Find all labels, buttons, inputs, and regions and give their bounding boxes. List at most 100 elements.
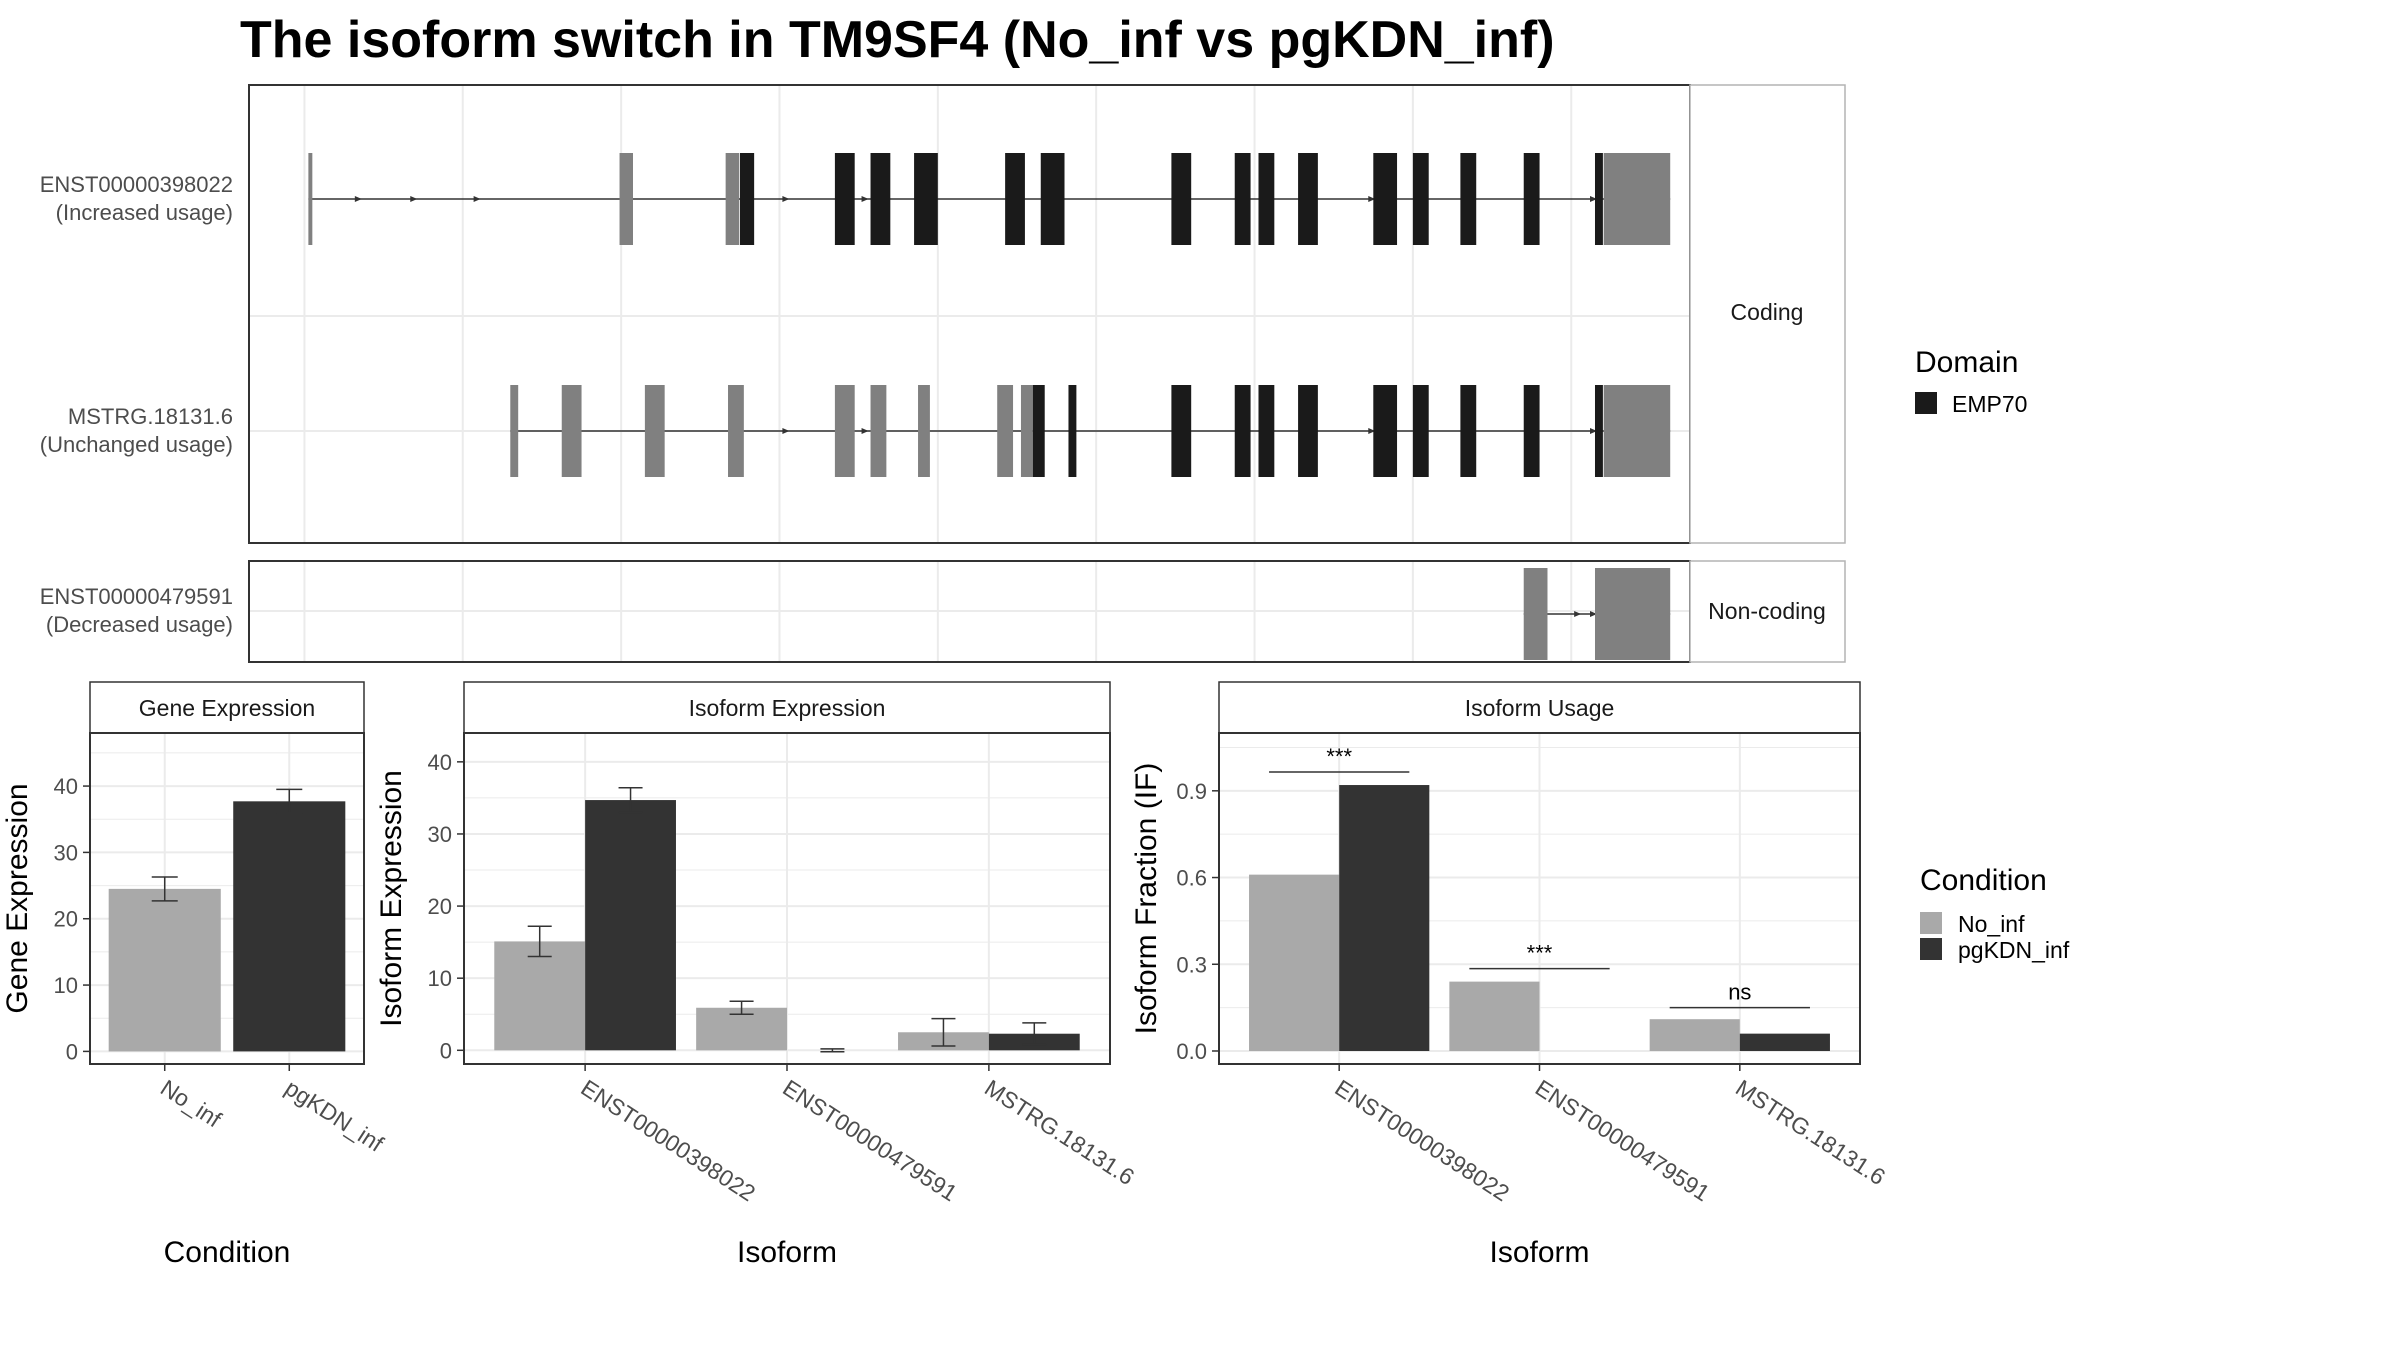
utr-exon bbox=[725, 153, 740, 245]
utr-exon bbox=[644, 385, 665, 477]
significance-label: *** bbox=[1326, 744, 1352, 769]
domain-exon bbox=[1373, 153, 1398, 245]
y-tick-label: 40 bbox=[428, 750, 452, 775]
transcript-usage-label: (Decreased usage) bbox=[46, 612, 233, 637]
legend-swatch-pgkdn-inf bbox=[1920, 938, 1942, 960]
x-axis-title: Isoform bbox=[737, 1236, 837, 1269]
domain-exon bbox=[1068, 385, 1077, 477]
legend-swatch-emp70 bbox=[1915, 392, 1937, 414]
domain-exon bbox=[1005, 153, 1025, 245]
domain-exon bbox=[1594, 153, 1603, 245]
x-tick-label: MSTRG.18131.6 bbox=[1731, 1074, 1890, 1190]
domain-exon bbox=[1523, 153, 1540, 245]
y-axis-title: Isoform Fraction (IF) bbox=[1130, 763, 1163, 1035]
strand-arrow bbox=[410, 196, 418, 202]
y-tick-label: 10 bbox=[428, 966, 452, 991]
facet-strip-label: Isoform Usage bbox=[1465, 695, 1615, 721]
transcript-id-label: ENST00000398022 bbox=[40, 172, 233, 197]
domain-legend-title: Domain bbox=[1915, 346, 2018, 379]
utr-exon bbox=[308, 153, 313, 245]
strand-arrow bbox=[354, 196, 362, 202]
bar bbox=[1649, 1019, 1740, 1051]
transcript-structure-plot: Coding Non-coding ENST00000398022 (Incre… bbox=[40, 84, 1846, 663]
utr-exon bbox=[1020, 385, 1033, 477]
y-tick-label: 0.3 bbox=[1176, 952, 1207, 977]
x-tick-label: ENST00000398022 bbox=[1330, 1074, 1514, 1206]
x-tick-label: No_inf bbox=[156, 1074, 226, 1132]
coding-facet-label: Coding bbox=[1731, 299, 1804, 325]
domain-exon bbox=[1460, 385, 1477, 477]
y-tick-label: 0 bbox=[66, 1039, 78, 1064]
strand-arrow bbox=[861, 428, 869, 434]
x-axis-title: Condition bbox=[164, 1236, 291, 1269]
utr-exon bbox=[1594, 568, 1671, 660]
x-tick-label: ENST00000398022 bbox=[576, 1074, 760, 1206]
strand-arrow bbox=[782, 196, 790, 202]
domain-exon bbox=[1373, 385, 1398, 477]
domain-exon bbox=[1298, 385, 1318, 477]
domain-exon bbox=[1298, 153, 1318, 245]
panel-border bbox=[89, 732, 365, 1065]
domain-exon bbox=[1412, 385, 1429, 477]
facet-strip-label: Gene Expression bbox=[139, 695, 315, 721]
bar bbox=[585, 800, 676, 1051]
domain-exon bbox=[870, 153, 891, 245]
facet-strip bbox=[89, 681, 365, 734]
y-axis-title: Gene Expression bbox=[1, 783, 34, 1013]
noncoding-facet-strip bbox=[1689, 560, 1846, 663]
domain-legend: Domain EMP70 bbox=[1915, 346, 2027, 417]
domain-exon bbox=[739, 153, 755, 245]
domain-exon bbox=[834, 153, 855, 245]
y-axis-title: Isoform Expression bbox=[375, 770, 408, 1027]
y-tick-label: 0.9 bbox=[1176, 779, 1207, 804]
expression-charts: Gene Expression 0 10 20 30 40 No_inf pgKDN_inf C… bbox=[1, 681, 1890, 1269]
legend-label-emp70: EMP70 bbox=[1952, 391, 2027, 417]
chart-panel: Isoform Expression 0 10 20 30 40 ENST000003980… bbox=[375, 681, 1139, 1269]
transcript-usage-label: (Unchanged usage) bbox=[40, 432, 233, 457]
utr-exon bbox=[870, 385, 887, 477]
noncoding-facet-label: Non-coding bbox=[1708, 598, 1826, 624]
facet-strip bbox=[463, 681, 1111, 734]
utr-exon bbox=[997, 385, 1014, 477]
domain-exon bbox=[1594, 385, 1603, 477]
condition-legend: Condition No_inf pgKDN_inf bbox=[1920, 864, 2070, 963]
utr-exon bbox=[1603, 385, 1671, 477]
bar bbox=[1739, 1033, 1830, 1051]
x-tick-label: ENST00000479591 bbox=[1531, 1074, 1715, 1206]
chart-panel: Gene Expression 0 10 20 30 40 No_inf pgKDN_inf C… bbox=[1, 681, 389, 1269]
transcript-tracks bbox=[308, 153, 1671, 660]
chart-panel: Isoform Usage *** *** ns 0.0 0.3 0.6 0.9 ENST000… bbox=[1130, 681, 1890, 1269]
strand-arrow bbox=[782, 428, 790, 434]
strand-arrow bbox=[1589, 611, 1597, 617]
strand-arrow bbox=[1368, 428, 1376, 434]
domain-exon bbox=[1171, 385, 1192, 477]
transcript-usage-label: (Increased usage) bbox=[56, 200, 233, 225]
domain-exon bbox=[1040, 153, 1065, 245]
utr-exon bbox=[1603, 153, 1671, 245]
facet-strip-label: Isoform Expression bbox=[689, 695, 886, 721]
transcript-track bbox=[308, 153, 1671, 245]
domain-exon bbox=[1412, 153, 1429, 245]
y-tick-label: 20 bbox=[428, 894, 452, 919]
domain-exon bbox=[1234, 385, 1251, 477]
transcript-id-label: ENST00000479591 bbox=[40, 584, 233, 609]
figure-title: The isoform switch in TM9SF4 (No_inf vs … bbox=[240, 11, 1555, 69]
x-tick-label: pgKDN_inf bbox=[281, 1074, 389, 1157]
y-tick-label: 0.0 bbox=[1176, 1039, 1207, 1064]
strand-arrow bbox=[1589, 428, 1597, 434]
bar bbox=[1449, 981, 1540, 1051]
y-tick-label: 30 bbox=[54, 840, 78, 865]
y-tick-label: 30 bbox=[428, 822, 452, 847]
domain-exon bbox=[914, 153, 938, 245]
significance-label: *** bbox=[1527, 941, 1553, 966]
utr-exon bbox=[510, 385, 519, 477]
significance-label: ns bbox=[1728, 980, 1751, 1005]
domain-exon bbox=[1171, 153, 1192, 245]
x-axis-title: Isoform bbox=[1489, 1236, 1589, 1269]
domain-exon bbox=[1460, 153, 1477, 245]
transcript-track bbox=[510, 385, 1671, 477]
x-tick-label: ENST00000479591 bbox=[778, 1074, 962, 1206]
strand-arrow bbox=[1368, 196, 1376, 202]
legend-swatch-no-inf bbox=[1920, 912, 1942, 934]
